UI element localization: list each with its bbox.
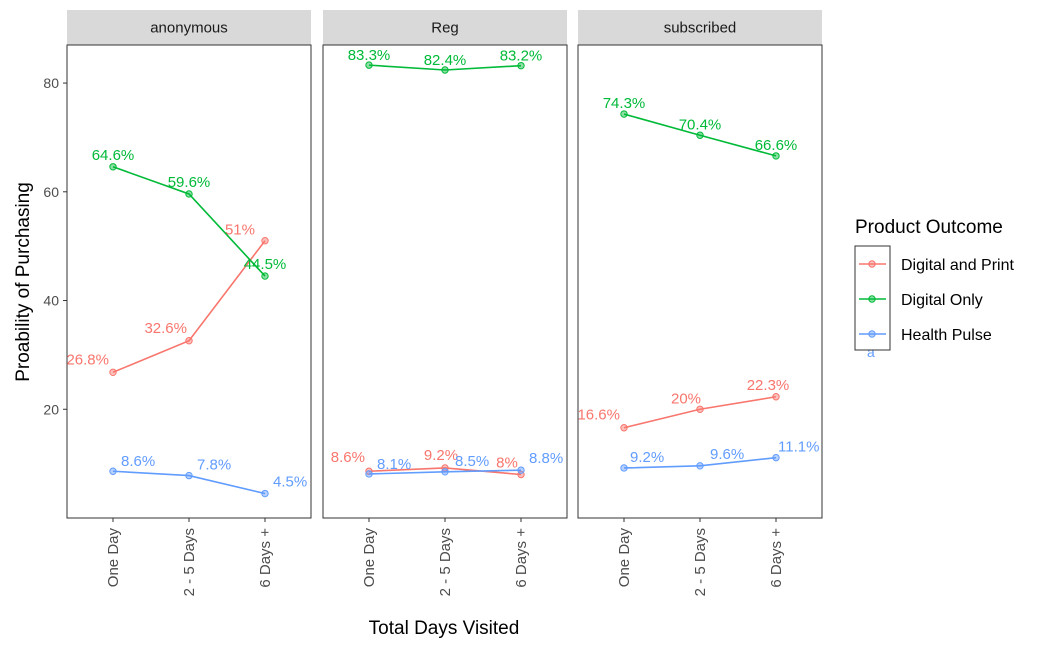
x-tick-label: 2 - 5 Days: [181, 528, 198, 596]
x-tick-label: One Day: [105, 528, 122, 588]
facet-strip: [67, 10, 311, 45]
legend-stray-text: a: [867, 344, 875, 360]
data-point: [109, 467, 117, 475]
data-point: [517, 466, 525, 474]
data-label: 8%: [496, 455, 518, 472]
data-label: 22.3%: [747, 377, 790, 394]
facet-panel-reg: Reg One Day 2 - 5 Days 6 Days + 8.6% 9.2% 8% 83…: [322, 10, 568, 596]
data-point: [185, 337, 193, 345]
x-tick-label: 2 - 5 Days: [437, 528, 454, 596]
data-label: 8.6%: [331, 449, 365, 466]
data-label: 74.3%: [603, 95, 646, 112]
data-point: [517, 61, 525, 70]
data-label: 9.2%: [630, 449, 664, 466]
y-tick-label: 60: [43, 184, 59, 200]
facet-panel-anonymous: anonymous One Day 2 - 5 Days 6 Days + 26.8% 3…: [66, 10, 312, 596]
x-tick-label: One Day: [616, 528, 633, 588]
x-tick-label: 6 Days +: [768, 528, 785, 588]
facet-strip: [578, 10, 822, 45]
y-axis-title: Proability of Purchasing: [13, 182, 34, 382]
series-line: [623, 113, 777, 157]
y-tick-label: 20: [43, 401, 59, 417]
data-point: [365, 470, 373, 478]
x-axis-title: Total Days Visited: [369, 618, 520, 639]
data-label: 9.2%: [424, 447, 458, 464]
x-tick-label: 6 Days +: [257, 528, 274, 588]
series-line: [623, 456, 777, 469]
data-label: 51%: [225, 222, 255, 239]
series-line: [112, 470, 266, 495]
x-tick-label: 2 - 5 Days: [692, 528, 709, 596]
data-label: 8.6%: [121, 453, 155, 470]
data-label: 44.5%: [244, 256, 287, 273]
data-label: 11.1%: [778, 439, 819, 456]
data-label: 64.6%: [92, 147, 135, 164]
legend-title: Product Outcome: [855, 217, 1003, 238]
panel-border: [66, 44, 312, 519]
data-point: [772, 393, 780, 401]
data-label: 66.6%: [755, 137, 798, 154]
series-line: [368, 467, 522, 476]
legend-key-point: [868, 260, 876, 268]
facet-strip: [323, 10, 567, 45]
legend-label: Digital and Print: [901, 257, 1015, 274]
data-point: [261, 489, 269, 498]
data-label: 4.5%: [273, 474, 307, 491]
data-label: 32.6%: [144, 320, 187, 337]
data-point: [185, 471, 193, 480]
y-tick-label: 80: [43, 75, 59, 91]
facet-strip-label: anonymous: [150, 20, 228, 37]
series-line: [368, 469, 522, 475]
legend-key-point: [868, 295, 876, 303]
data-point: [441, 66, 449, 74]
data-point: [772, 453, 780, 462]
legend-label: Health Pulse: [901, 327, 992, 344]
data-label: 82.4%: [424, 52, 467, 69]
data-label: 26.8%: [66, 351, 109, 368]
x-tick-label: One Day: [361, 528, 378, 588]
legend-key-box: [854, 245, 891, 351]
legend-key-point: [868, 330, 876, 338]
legend-label: Digital Only: [901, 292, 983, 309]
data-point: [620, 424, 628, 432]
data-point: [109, 163, 117, 171]
data-label: 9.6%: [710, 446, 744, 463]
data-point: [185, 190, 193, 198]
data-point: [620, 110, 628, 118]
facet-strip-label: subscribed: [664, 20, 737, 37]
data-point: [441, 468, 449, 476]
data-point: [696, 462, 704, 470]
data-label: 16.6%: [577, 407, 620, 424]
data-label: 83.3%: [348, 47, 391, 64]
x-tick-label: 6 Days +: [513, 528, 530, 588]
data-point: [261, 237, 269, 245]
data-point: [365, 61, 373, 69]
y-tick-label: 40: [43, 293, 59, 309]
facet-panels: 20 40 60 80 anonymous One Day 2 - 5 Days 6 Days…: [43, 10, 823, 596]
series-line: [623, 395, 777, 429]
facet-panel-subscribed: subscribed One Day 2 - 5 Days 6 Days + 16.6%…: [577, 10, 823, 596]
data-point: [109, 368, 117, 376]
data-label: 20%: [671, 390, 701, 407]
series-line: [368, 64, 522, 71]
y-axis: 20 40 60 80: [43, 75, 67, 417]
data-label: 8.8%: [529, 450, 563, 467]
data-label: 8.5%: [455, 453, 489, 470]
data-point: [620, 464, 628, 472]
data-label: 83.2%: [500, 48, 543, 65]
data-point: [696, 405, 704, 413]
facet-strip-label: Reg: [431, 20, 459, 37]
data-point: [261, 272, 269, 280]
data-label: 7.8%: [197, 457, 231, 474]
series-line: [112, 166, 266, 277]
data-point: [696, 131, 704, 139]
data-label: 8.1%: [377, 456, 411, 473]
series-line: [112, 240, 266, 374]
data-point: [772, 152, 780, 160]
data-label: 59.6%: [168, 174, 211, 191]
data-label: 70.4%: [679, 116, 722, 133]
legend: Product Outcome a Digital and Print Digit…: [854, 217, 1015, 360]
